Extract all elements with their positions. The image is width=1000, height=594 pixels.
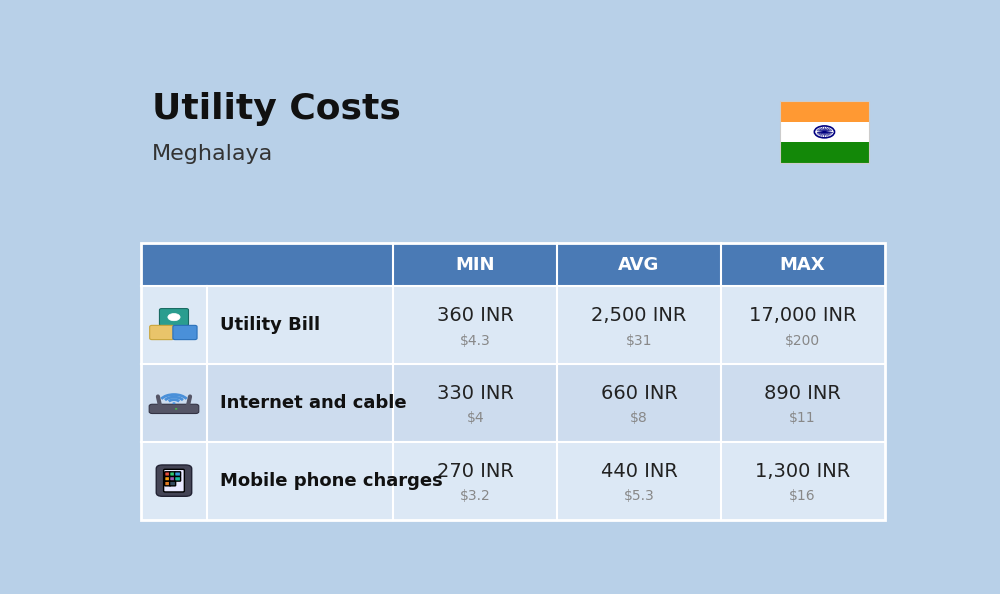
Text: $4: $4 bbox=[466, 412, 484, 425]
Text: 360 INR: 360 INR bbox=[437, 307, 514, 326]
FancyBboxPatch shape bbox=[175, 472, 181, 476]
Circle shape bbox=[172, 402, 176, 404]
Text: 17,000 INR: 17,000 INR bbox=[749, 307, 856, 326]
FancyBboxPatch shape bbox=[164, 469, 184, 492]
Text: Internet and cable: Internet and cable bbox=[220, 394, 407, 412]
Text: 440 INR: 440 INR bbox=[601, 462, 677, 481]
FancyBboxPatch shape bbox=[149, 405, 199, 413]
FancyBboxPatch shape bbox=[170, 476, 176, 481]
Text: $16: $16 bbox=[789, 489, 816, 503]
FancyBboxPatch shape bbox=[165, 472, 171, 476]
Bar bbox=[780, 122, 869, 142]
Text: MIN: MIN bbox=[456, 255, 495, 273]
Text: 2,500 INR: 2,500 INR bbox=[591, 307, 687, 326]
Circle shape bbox=[175, 408, 177, 410]
FancyBboxPatch shape bbox=[159, 308, 189, 326]
Bar bbox=[780, 142, 869, 163]
Circle shape bbox=[168, 314, 180, 321]
Text: Utility Bill: Utility Bill bbox=[220, 316, 321, 334]
Text: $5.3: $5.3 bbox=[624, 489, 654, 503]
Text: Mobile phone charges: Mobile phone charges bbox=[220, 472, 443, 489]
FancyBboxPatch shape bbox=[150, 326, 174, 340]
FancyBboxPatch shape bbox=[165, 476, 171, 481]
Text: $200: $200 bbox=[785, 334, 820, 347]
Bar bbox=[140, 243, 885, 520]
Text: Meghalaya: Meghalaya bbox=[152, 144, 273, 165]
FancyBboxPatch shape bbox=[170, 481, 176, 486]
Text: 270 INR: 270 INR bbox=[437, 462, 514, 481]
FancyBboxPatch shape bbox=[173, 326, 197, 340]
Text: $8: $8 bbox=[630, 412, 648, 425]
Text: $11: $11 bbox=[789, 412, 816, 425]
Bar bbox=[140, 364, 885, 442]
FancyBboxPatch shape bbox=[175, 476, 181, 481]
Text: MAX: MAX bbox=[780, 255, 825, 273]
Bar bbox=[140, 286, 885, 364]
Text: $31: $31 bbox=[626, 334, 652, 347]
Text: $3.2: $3.2 bbox=[460, 489, 491, 503]
Text: 890 INR: 890 INR bbox=[764, 384, 841, 403]
FancyBboxPatch shape bbox=[170, 472, 176, 476]
Bar bbox=[780, 101, 869, 122]
Text: 330 INR: 330 INR bbox=[437, 384, 514, 403]
Text: Utility Costs: Utility Costs bbox=[152, 92, 401, 126]
Text: 660 INR: 660 INR bbox=[601, 384, 677, 403]
FancyBboxPatch shape bbox=[165, 481, 171, 486]
Text: $4.3: $4.3 bbox=[460, 334, 491, 347]
Bar bbox=[780, 101, 869, 163]
FancyBboxPatch shape bbox=[156, 465, 192, 497]
Bar bbox=[140, 243, 885, 286]
Bar bbox=[140, 442, 885, 520]
Text: AVG: AVG bbox=[618, 255, 660, 273]
Text: 1,300 INR: 1,300 INR bbox=[755, 462, 850, 481]
